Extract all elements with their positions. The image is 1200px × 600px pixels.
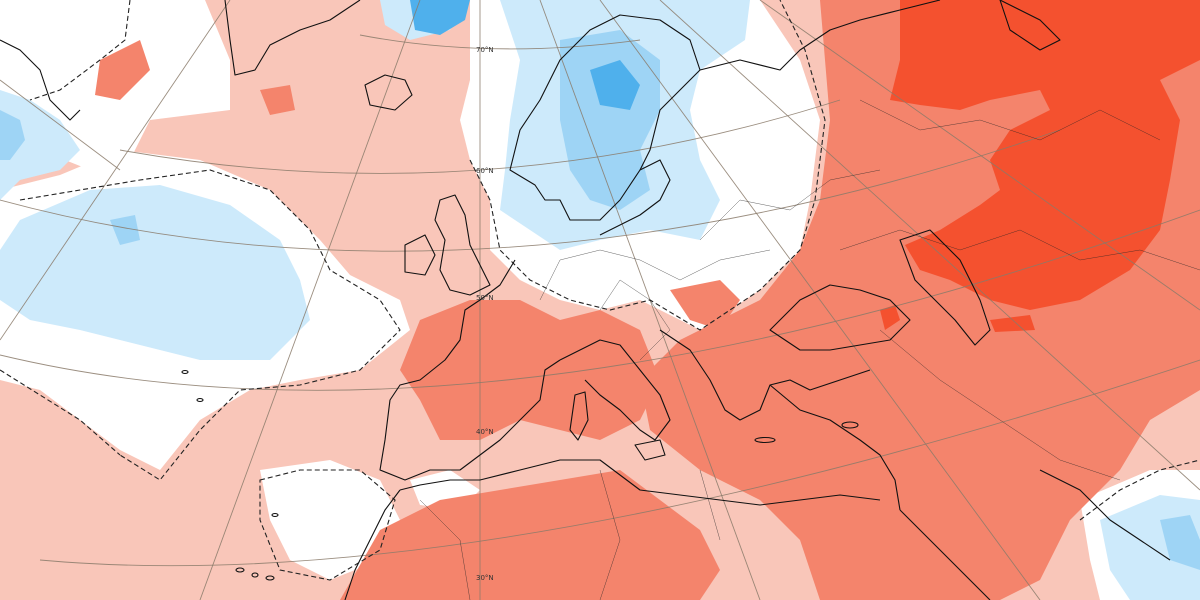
sardinia-coast: [569, 391, 589, 441]
strong-cool-regions: [410, 0, 640, 110]
coastlines: [0, 0, 1171, 600]
scandinavia-coast: [509, 14, 701, 221]
meridian-b: [199, 0, 421, 600]
sicily-coast: [634, 439, 666, 461]
north-africa-coast: [399, 459, 881, 506]
arctic-islands: [999, 0, 1061, 51]
cyprus-island: [841, 421, 859, 429]
italy-coast: [559, 339, 671, 441]
canary-islands: [235, 567, 275, 581]
arctic-russia-coast: [699, 0, 941, 71]
britain-coast: [434, 194, 491, 296]
caspian-coast: [899, 229, 991, 346]
meridian-e: [599, 0, 1041, 600]
latitude-labels: 70°N 60°N 50°N 40°N 30°N: [476, 46, 494, 582]
parallel-70n: [359, 34, 641, 50]
gulf-coast: [1039, 469, 1171, 561]
meridian-h: [759, 0, 1200, 311]
iceland-coast: [364, 74, 413, 111]
meridian-g: [0, 79, 121, 171]
lat-label-60: 60°N: [476, 167, 494, 175]
crete-island: [754, 436, 776, 444]
cool-regions: [0, 30, 1200, 570]
baltic-coast: [599, 159, 671, 236]
lat-label-40: 40°N: [476, 428, 494, 436]
black-sea-coast: [769, 284, 911, 351]
zero-contours: [0, 0, 1200, 581]
madeira-island: [271, 512, 279, 518]
arabia-coast: [899, 509, 991, 600]
labrador-coast: [0, 39, 81, 121]
lat-label-50: 50°N: [476, 294, 494, 302]
anatolia-coast: [769, 384, 901, 511]
parallel-50n: [0, 129, 1061, 252]
parallel-30n: [39, 359, 1200, 567]
country-borders: [419, 99, 1200, 600]
azores-islands: [181, 369, 204, 403]
meridian-a: [0, 0, 231, 341]
balkans-coast: [659, 329, 871, 421]
europe-west-coast: [379, 259, 561, 481]
lat-label-70: 70°N: [476, 46, 494, 54]
meridian-f: [659, 0, 1200, 491]
strong-warm-regions: [880, 0, 1200, 332]
lat-label-30: 30°N: [476, 574, 494, 582]
morocco-coast: [344, 489, 401, 600]
ireland-coast: [404, 234, 436, 276]
greenland-coast: [224, 0, 361, 76]
parallel-40n: [0, 209, 1200, 391]
